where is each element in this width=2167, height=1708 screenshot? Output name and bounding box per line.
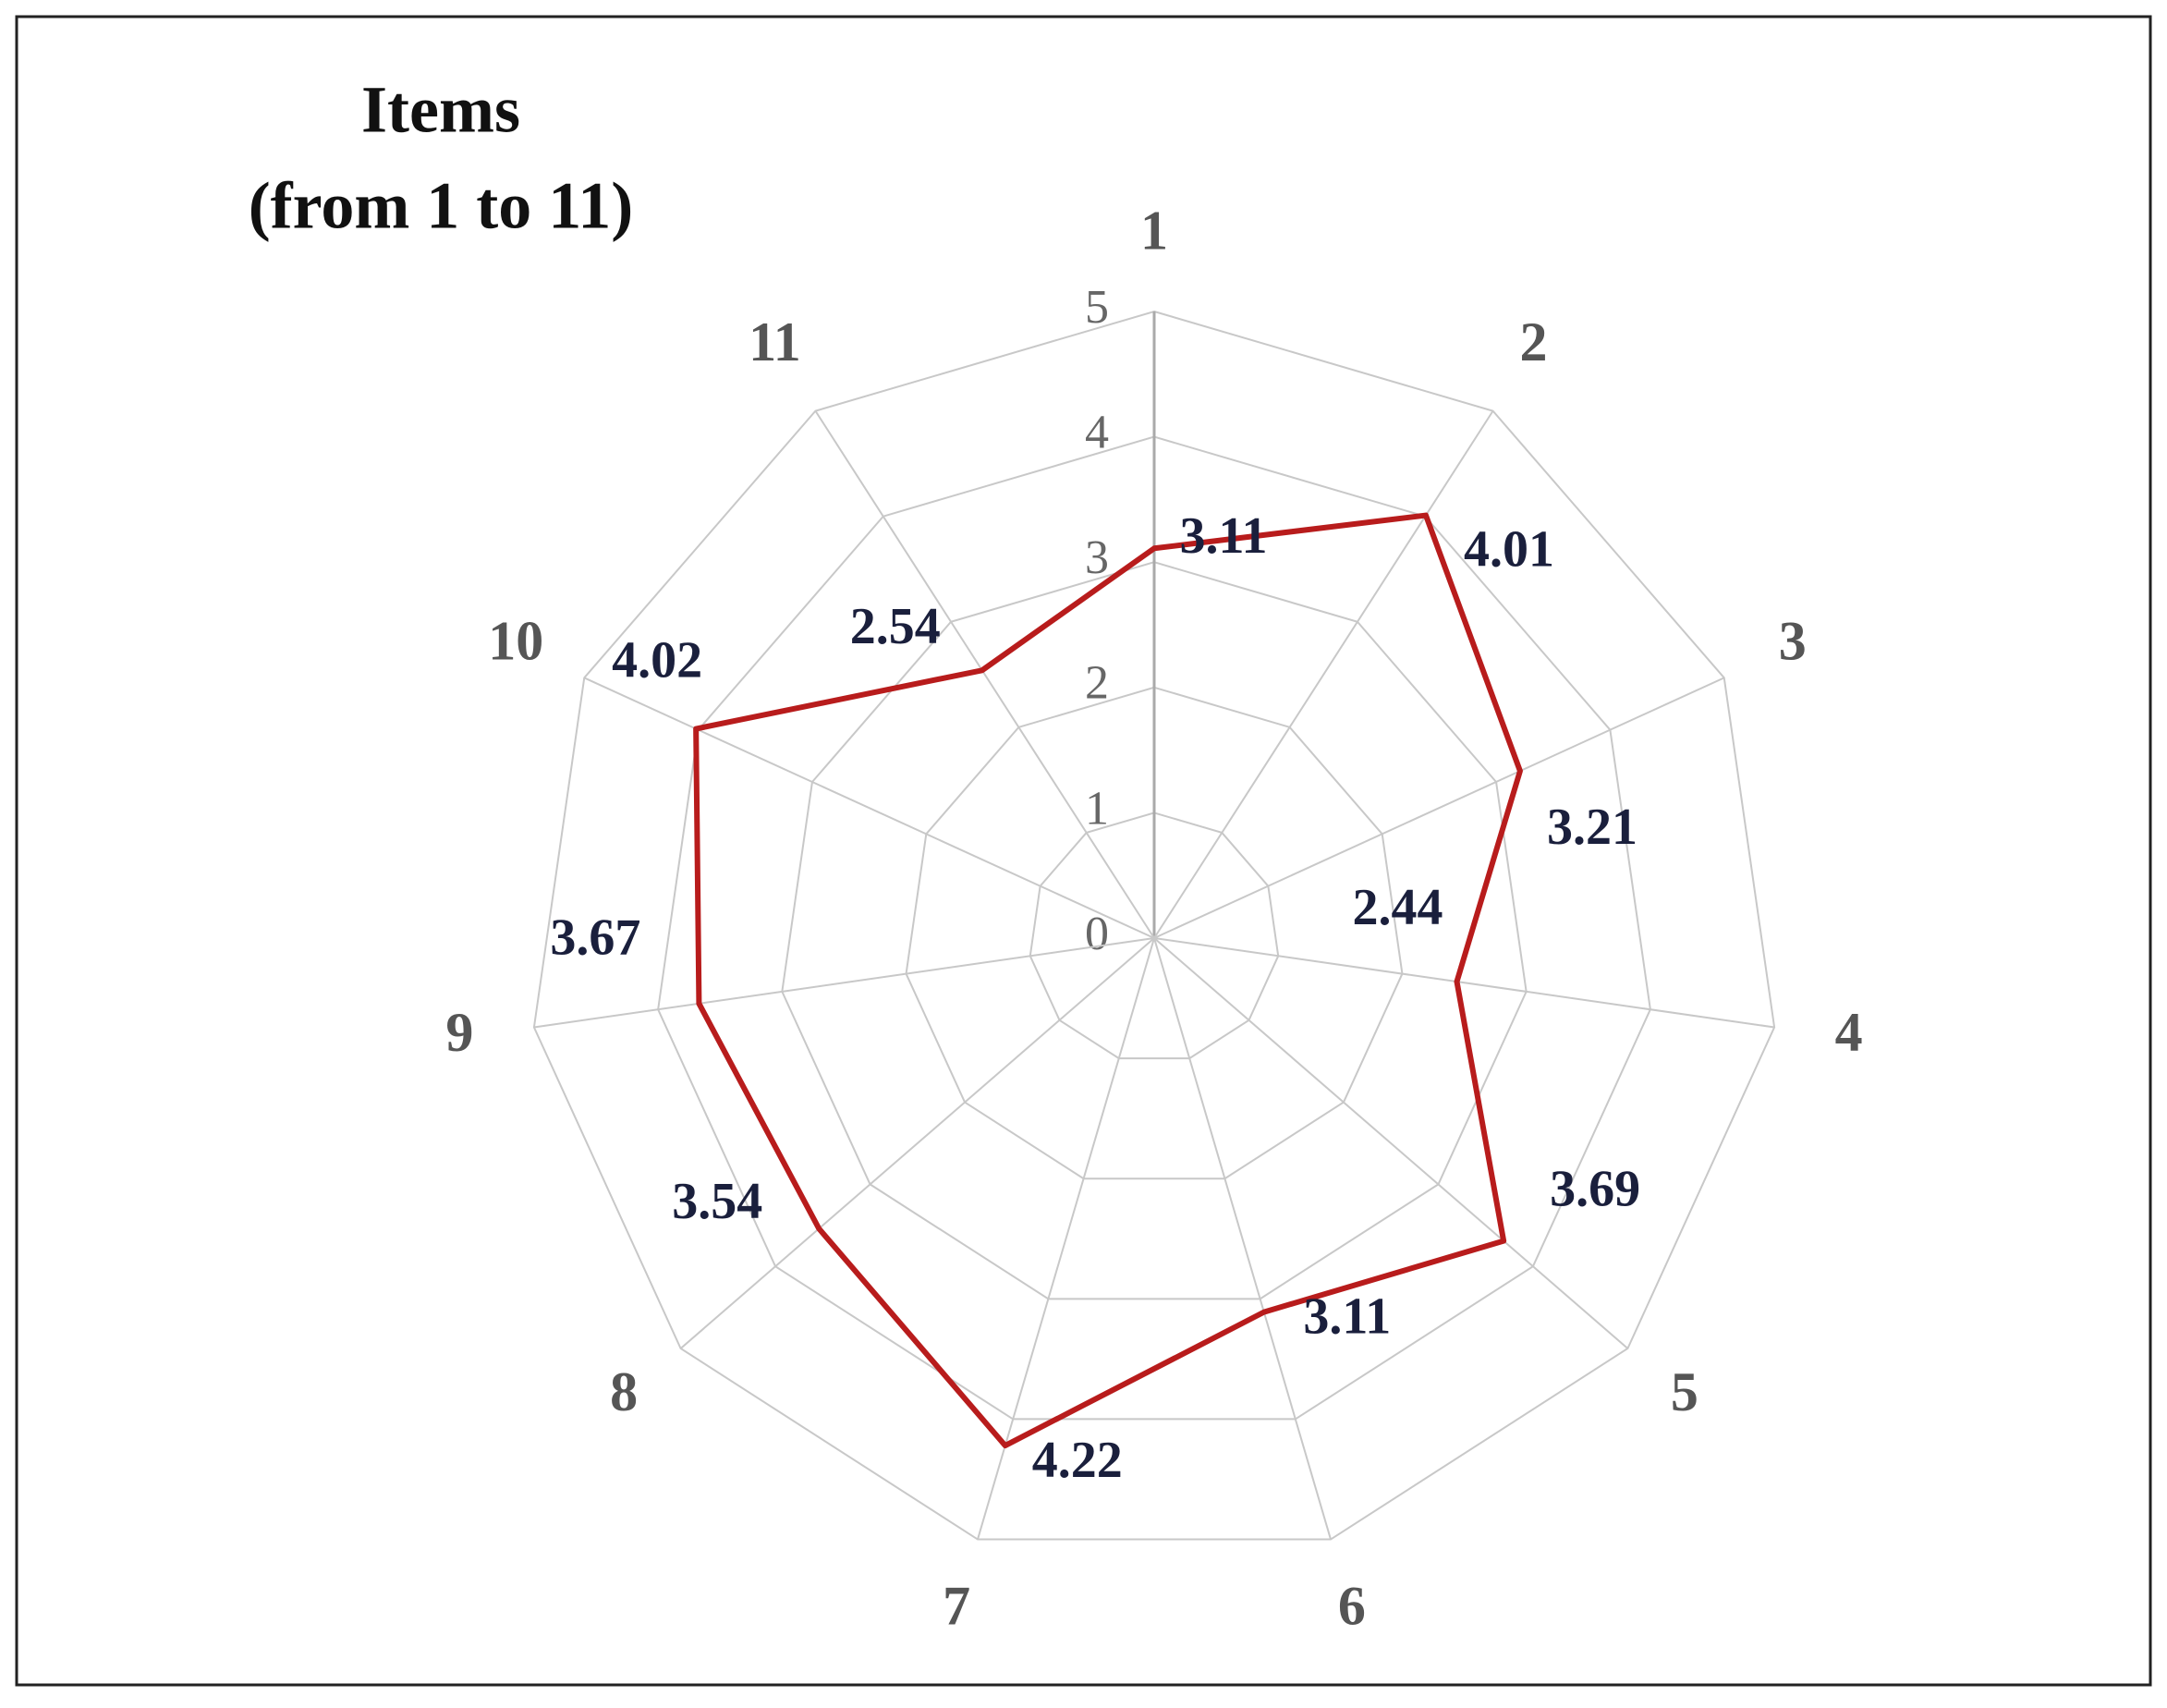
- spoke: [1153, 410, 1494, 939]
- data-label: 2.54: [850, 598, 941, 655]
- data-label: 3.54: [672, 1173, 762, 1230]
- category-label: 9: [445, 1002, 473, 1063]
- data-label: 3.69: [1550, 1161, 1640, 1218]
- spoke: [583, 677, 1155, 939]
- data-label: 2.44: [1352, 879, 1443, 936]
- category-label: 3: [1779, 610, 1807, 671]
- spoke: [1153, 937, 1332, 1540]
- series-line: [693, 512, 1523, 1449]
- category-label: 4: [1835, 1002, 1863, 1063]
- r-tick-label: 5: [1085, 281, 1109, 334]
- data-label: 3.11: [1180, 507, 1268, 565]
- grid-ring: [781, 561, 1528, 1300]
- grid-ring: [532, 310, 1776, 1541]
- category-label: 5: [1671, 1361, 1698, 1422]
- data-label: 4.02: [612, 631, 702, 689]
- data-label: 3.67: [550, 909, 640, 967]
- category-label: 10: [488, 610, 543, 671]
- data-label: 3.11: [1303, 1287, 1391, 1345]
- category-label: 6: [1338, 1575, 1366, 1636]
- data-label: 4.01: [1464, 520, 1554, 578]
- spoke: [977, 937, 1155, 1540]
- r-tick-label: 4: [1085, 407, 1109, 459]
- spoke: [533, 937, 1155, 1029]
- spoke: [1153, 937, 1629, 1349]
- spoke: [814, 410, 1155, 939]
- spoke: [1153, 937, 1775, 1029]
- r-tick-label: 1: [1085, 782, 1109, 835]
- data-label: 4.22: [1032, 1432, 1123, 1489]
- r-tick-label: 3: [1085, 531, 1109, 584]
- category-label: 11: [749, 311, 801, 372]
- category-label: 2: [1520, 311, 1548, 372]
- data-label: 3.21: [1547, 799, 1637, 856]
- grid-ring: [1029, 811, 1280, 1060]
- r-tick-label: 2: [1085, 657, 1109, 710]
- category-label: 8: [610, 1361, 638, 1422]
- spoke: [1153, 677, 1725, 939]
- chart-subtitle: (from 1 to 11): [249, 169, 634, 243]
- category-label: 1: [1140, 200, 1168, 261]
- category-label: 7: [943, 1575, 970, 1636]
- grid-ring: [905, 686, 1404, 1180]
- chart-title: Items: [361, 73, 520, 147]
- spoke: [679, 937, 1155, 1349]
- grid-ring: [657, 435, 1651, 1421]
